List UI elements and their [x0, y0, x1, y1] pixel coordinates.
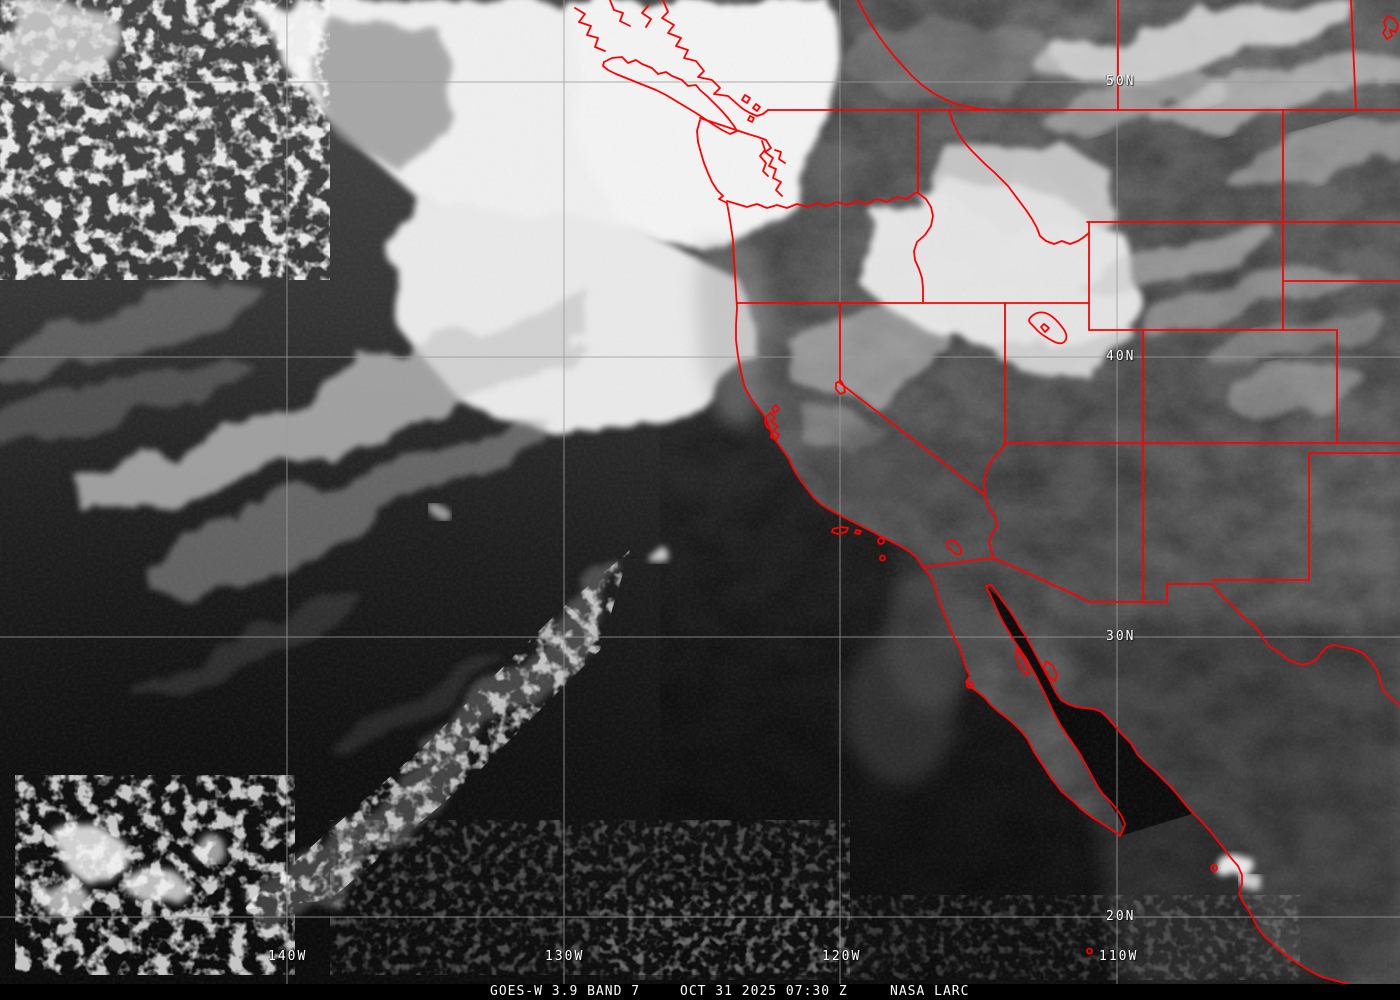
caption-bar: GOES-W 3.9 BAND 7 OCT 31 2025 07:30 Z NA…: [0, 984, 1400, 1000]
caption-datetime: OCT 31 2025 07:30 Z: [680, 984, 848, 999]
rio-grande: [1211, 583, 1400, 707]
lon-label-130w: 130W: [545, 949, 585, 964]
lon-label-120w: 120W: [822, 949, 862, 964]
colorado-river-border: [983, 444, 1006, 558]
lake-tahoe: [835, 380, 846, 395]
bc-alberta-border: [857, 0, 994, 111]
san-juan-islands: [741, 94, 761, 123]
bc-fjords: [574, 0, 652, 52]
islas-marias: [1210, 864, 1218, 872]
caption-credit: NASA LARC: [890, 984, 970, 999]
channel-islands: [831, 526, 886, 562]
lat-label-40n: 40N: [1106, 349, 1136, 364]
id-mt-border: [948, 109, 1090, 245]
salton-sea: [945, 539, 963, 556]
isla-angel-de-la-guarda: [1015, 648, 1030, 676]
or-id-border: [913, 192, 934, 304]
lon-label-140w: 140W: [268, 949, 308, 964]
caption-product: GOES-W 3.9 BAND 7: [490, 984, 641, 999]
canada-lake: [1382, 15, 1399, 40]
lat-label-50n: 50N: [1106, 74, 1136, 89]
isla-tiburon: [1043, 660, 1058, 682]
juan-de-fuca-north-shore: [699, 117, 767, 141]
isla-cedros: [966, 681, 974, 689]
puget-sound: [759, 139, 786, 197]
bc-coastline: [661, 0, 769, 117]
lat-label-30n: 30N: [1106, 629, 1136, 644]
ca-nv-border: [839, 302, 986, 496]
us-mexico-border: [922, 557, 1213, 603]
prairie-border: [1350, 0, 1357, 111]
map-boundary-overlay: [574, 0, 1400, 984]
wa-or-border: [726, 192, 919, 209]
san-francisco-bay: [764, 404, 780, 441]
vancouver-island: [602, 56, 738, 135]
lat-label-20n: 20N: [1106, 909, 1136, 924]
lon-label-110w: 110W: [1099, 949, 1139, 964]
great-salt-lake: [1028, 311, 1068, 345]
isla-isabel: [1086, 947, 1093, 955]
pacific-coastline: [696, 119, 1352, 984]
